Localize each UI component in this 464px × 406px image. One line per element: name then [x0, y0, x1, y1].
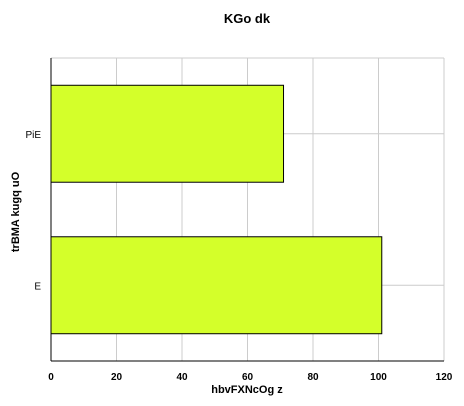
x-axis-label: hbvFXNcOg z [211, 384, 283, 396]
x-tick-label: 20 [111, 372, 123, 383]
x-axis-ticks: 0 20 40 60 80 100 120 [48, 372, 453, 383]
x-tick-label: 100 [370, 372, 387, 383]
x-tick-label: 40 [176, 372, 188, 383]
x-tick-label: 0 [48, 372, 54, 383]
x-tick-label: 120 [436, 372, 453, 383]
x-tick-label: 80 [307, 372, 319, 383]
chart-title: KGo dk [224, 11, 271, 26]
y-tick-label: E [34, 281, 41, 292]
bars [50, 84, 383, 335]
y-axis-label: trBMA kugq uO [10, 171, 22, 252]
bar [50, 236, 383, 335]
x-tick-label: 60 [242, 372, 254, 383]
bar [50, 84, 285, 183]
y-axis-ticks: PiE E [25, 130, 41, 293]
y-tick-label: PiE [25, 130, 41, 141]
